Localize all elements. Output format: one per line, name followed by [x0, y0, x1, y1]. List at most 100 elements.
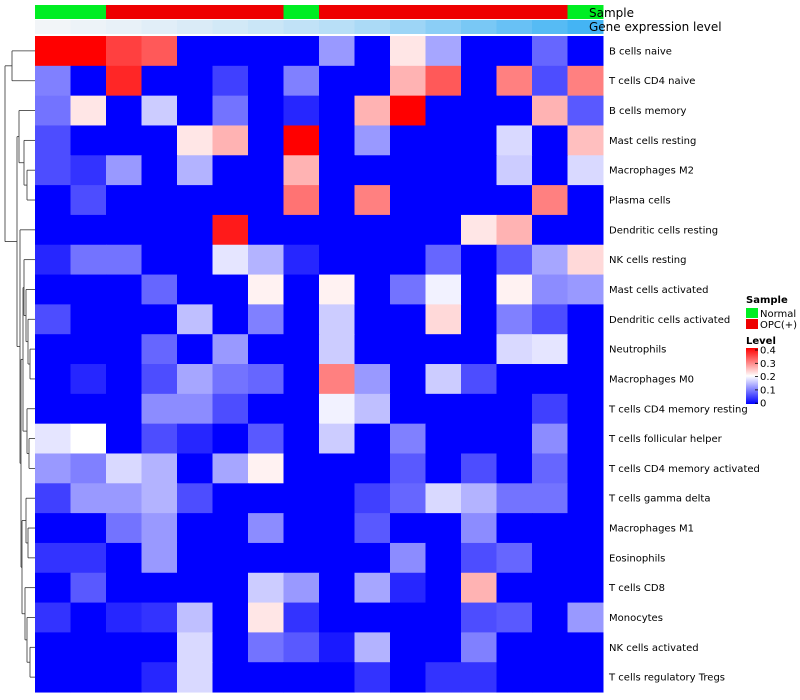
- heatmap-cell: [283, 214, 320, 246]
- heatmap-cell: [283, 274, 320, 305]
- heatmap-cell: [390, 364, 426, 395]
- expression-annotation-cell: [390, 20, 426, 34]
- heatmap-cell: [248, 632, 284, 663]
- heatmap-cell: [177, 423, 213, 454]
- heatmap-cell: [177, 542, 213, 574]
- heatmap-cell: [425, 513, 462, 544]
- legend-tick-label: 0.3: [760, 359, 776, 370]
- heatmap-cell: [425, 334, 462, 365]
- heatmap-cell: [212, 125, 249, 156]
- heatmap-cell: [106, 244, 142, 276]
- heatmap-cell: [532, 542, 568, 574]
- heatmap-cell: [283, 632, 320, 663]
- heatmap-cell: [141, 662, 178, 693]
- heatmap-cell: [177, 36, 213, 67]
- heatmap-cell: [496, 364, 533, 395]
- heatmap-cell: [248, 542, 284, 574]
- heatmap-cell: [390, 125, 426, 156]
- heatmap-cell: [461, 304, 497, 335]
- heatmap-cell: [496, 662, 533, 693]
- heatmap-cell: [461, 155, 497, 186]
- heatmap-cell: [354, 274, 391, 305]
- heatmap-cell: [390, 274, 426, 305]
- heatmap-cell: [248, 125, 284, 156]
- heatmap-cell: [35, 542, 71, 574]
- heatmap-cell: [425, 602, 462, 633]
- heatmap-cell: [319, 393, 355, 425]
- heatmap-cell: [283, 602, 320, 633]
- legend-swatch-normal: [746, 308, 758, 318]
- heatmap-cell: [319, 632, 355, 663]
- heatmap-cell: [461, 274, 497, 305]
- heatmap-cell: [283, 185, 320, 216]
- row-label: B cells naive: [609, 46, 672, 57]
- heatmap-cell: [212, 244, 249, 276]
- heatmap-cell: [354, 662, 391, 693]
- heatmap-cell: [319, 214, 355, 246]
- heatmap-cell: [283, 95, 320, 126]
- heatmap-cell: [141, 214, 178, 246]
- heatmap-cell: [212, 334, 249, 365]
- heatmap-cell: [390, 155, 426, 186]
- heatmap-cell: [141, 364, 178, 395]
- heatmap-cell: [532, 334, 568, 365]
- heatmap-cell: [532, 214, 568, 246]
- heatmap-cell: [248, 65, 284, 97]
- sample-annotation-cell: [248, 5, 284, 19]
- expression-annotation-bar: [35, 20, 604, 34]
- heatmap-cell: [248, 214, 284, 246]
- heatmap-cell: [35, 274, 71, 305]
- heatmap-cell: [212, 214, 249, 246]
- expression-annotation-cell: [319, 20, 355, 34]
- heatmap-cell: [212, 423, 249, 454]
- expression-annotation-cell: [212, 20, 249, 34]
- heatmap-cell: [70, 542, 107, 574]
- heatmap-cell: [425, 572, 462, 604]
- heatmap-cell: [248, 423, 284, 454]
- legend-tick-label: 0.4: [760, 346, 776, 357]
- expression-annotation-cell: [532, 20, 568, 34]
- heatmap-cell: [532, 602, 568, 633]
- heatmap-cell: [354, 364, 391, 395]
- heatmap-cell: [283, 364, 320, 395]
- heatmap-cell: [70, 244, 107, 276]
- heatmap-cell: [567, 65, 604, 97]
- heatmap-cell: [248, 244, 284, 276]
- row-label: T cells CD4 memory resting: [608, 404, 748, 415]
- heatmap-cell: [319, 244, 355, 276]
- heatmap-cell: [106, 602, 142, 633]
- legend: Sample Normal OPC(+) Level 0.4 0.3 0.2 0.1 0: [746, 295, 797, 410]
- heatmap-cell: [532, 364, 568, 395]
- heatmap-cell: [461, 36, 497, 67]
- expression-annotation-cell: [177, 20, 213, 34]
- heatmap-cell: [496, 572, 533, 604]
- heatmap-cell: [425, 65, 462, 97]
- heatmap-cell: [141, 632, 178, 663]
- heatmap-cell: [390, 185, 426, 216]
- row-dendrogram: [4, 50, 35, 678]
- heatmap-cell: [35, 393, 71, 425]
- heatmap-cell: [248, 274, 284, 305]
- heatmap-cell: [425, 36, 462, 67]
- heatmap-cell: [177, 662, 213, 693]
- sample-annotation-cell: [70, 5, 107, 19]
- sample-annotation-cell: [390, 5, 426, 19]
- heatmap-cell: [532, 513, 568, 544]
- heatmap-cell: [532, 572, 568, 604]
- heatmap-cell: [35, 572, 71, 604]
- sample-annotation-cell: [319, 5, 355, 19]
- expression-annotation-cell: [354, 20, 391, 34]
- heatmap-cell: [106, 483, 142, 514]
- heatmap-cell: [354, 483, 391, 514]
- heatmap-cell: [177, 65, 213, 97]
- expression-annotation-cell: [141, 20, 178, 34]
- heatmap-cell: [425, 95, 462, 126]
- heatmap-cell: [248, 513, 284, 544]
- row-label: T cells CD4 memory activated: [608, 464, 760, 475]
- heatmap-cell: [319, 334, 355, 365]
- heatmap-cell: [141, 453, 178, 484]
- heatmap-cell: [567, 453, 604, 484]
- heatmap-cell: [496, 95, 533, 126]
- heatmap-cell: [106, 304, 142, 335]
- heatmap-cell: [532, 65, 568, 97]
